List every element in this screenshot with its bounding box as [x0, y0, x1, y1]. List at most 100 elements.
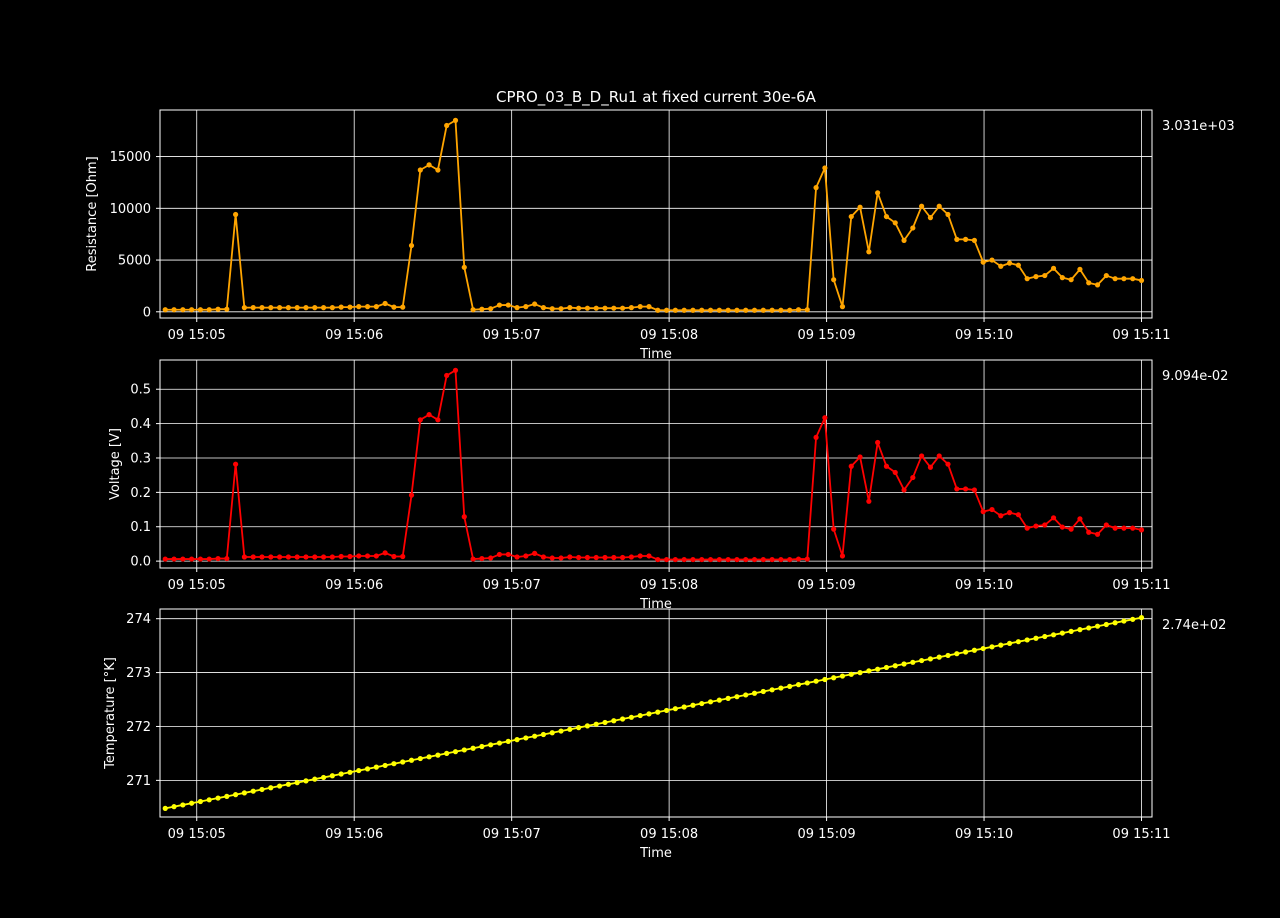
- data-point: [1086, 529, 1092, 535]
- data-point: [364, 304, 371, 310]
- data-point: [769, 556, 775, 563]
- y-tick-label: 0.5: [130, 383, 151, 398]
- data-point: [707, 699, 714, 705]
- series-line: [165, 119, 1142, 312]
- data-point: [822, 415, 828, 421]
- data-point: [171, 556, 177, 562]
- data-point: [602, 719, 608, 726]
- last-value-label: 2.74e+02: [1162, 618, 1226, 633]
- data-point: [1103, 621, 1109, 628]
- panels: 09 15:05 09 15:06 09 15:07 09 15:08 09 15:09…: [85, 109, 1235, 861]
- data-point: [215, 555, 221, 562]
- data-point: [681, 556, 687, 563]
- data-point: [892, 663, 898, 669]
- data-point: [646, 304, 652, 310]
- y-axis-label: Voltage [V]: [108, 428, 123, 500]
- data-point: [1094, 282, 1101, 288]
- data-point: [400, 553, 406, 560]
- series-line: [165, 369, 1142, 561]
- data-point: [206, 556, 212, 562]
- data-point: [628, 714, 634, 720]
- data-point: [795, 556, 802, 562]
- data-point: [549, 555, 555, 561]
- data-point: [822, 165, 828, 171]
- data-point: [320, 774, 327, 781]
- data-point: [435, 417, 441, 423]
- data-point: [945, 211, 951, 218]
- x-tick-label: 09 15:11: [1112, 578, 1170, 593]
- data-point: [734, 694, 740, 700]
- data-point: [461, 264, 467, 270]
- data-point: [637, 712, 643, 719]
- data-point: [197, 556, 204, 562]
- data-point: [1103, 272, 1109, 279]
- data-point: [1059, 630, 1065, 636]
- data-point: [268, 305, 274, 311]
- data-point: [189, 800, 195, 806]
- data-point: [954, 236, 960, 242]
- data-point: [857, 454, 863, 460]
- data-point: [681, 307, 687, 313]
- data-point: [532, 550, 538, 556]
- data-point: [233, 792, 239, 798]
- data-point: [655, 709, 661, 715]
- data-point: [567, 554, 573, 560]
- data-point: [848, 213, 854, 220]
- x-tick-label: 09 15:07: [483, 578, 541, 593]
- x-tick-label: 09 15:05: [168, 578, 226, 593]
- data-point: [496, 551, 503, 558]
- data-point: [716, 556, 722, 563]
- data-point: [1138, 615, 1145, 621]
- data-point: [998, 513, 1004, 519]
- x-tick-label: 09 15:09: [798, 578, 856, 593]
- data-point: [523, 553, 529, 559]
- data-point: [1103, 522, 1109, 528]
- data-point: [276, 305, 283, 311]
- data-point: [1006, 260, 1013, 266]
- data-point: [866, 249, 872, 255]
- data-point: [576, 554, 582, 561]
- data-point: [699, 556, 705, 563]
- data-point: [408, 492, 415, 498]
- y-tick-label: 5000: [118, 254, 151, 269]
- data-point: [883, 463, 890, 469]
- data-point: [787, 307, 793, 313]
- data-point: [1042, 272, 1048, 279]
- data-point: [1033, 635, 1039, 641]
- data-point: [1086, 280, 1092, 286]
- data-point: [989, 506, 995, 513]
- x-tick-label: 09 15:08: [640, 578, 698, 593]
- data-point: [1121, 525, 1127, 531]
- data-point: [558, 728, 564, 734]
- data-point: [1059, 275, 1065, 281]
- data-point: [285, 554, 291, 560]
- data-point: [611, 554, 617, 561]
- data-point: [980, 259, 986, 265]
- axes-frame: [159, 109, 1153, 319]
- data-point: [963, 486, 969, 492]
- data-point: [576, 725, 582, 731]
- data-point: [927, 464, 934, 470]
- data-point: [1068, 628, 1074, 634]
- x-tick-label: 09 15:09: [798, 827, 856, 842]
- data-point: [1130, 616, 1136, 622]
- data-point: [1042, 633, 1048, 640]
- data-point: [435, 167, 441, 173]
- data-point: [628, 305, 634, 311]
- data-point: [813, 434, 819, 440]
- data-point: [1130, 276, 1136, 282]
- data-point: [672, 556, 678, 563]
- data-point: [804, 556, 810, 562]
- x-tick-label: 09 15:06: [325, 827, 383, 842]
- data-point: [734, 307, 740, 313]
- data-point: [162, 556, 168, 562]
- data-point: [294, 554, 300, 560]
- data-point: [162, 307, 168, 313]
- data-point: [312, 305, 318, 311]
- data-point: [655, 307, 661, 313]
- panel-3: 09 15:05 09 15:06 09 15:07 09 15:08 09 15:09…: [103, 608, 1226, 861]
- data-point: [593, 305, 599, 311]
- data-point: [936, 453, 942, 459]
- x-tick-label: 09 15:10: [955, 827, 1013, 842]
